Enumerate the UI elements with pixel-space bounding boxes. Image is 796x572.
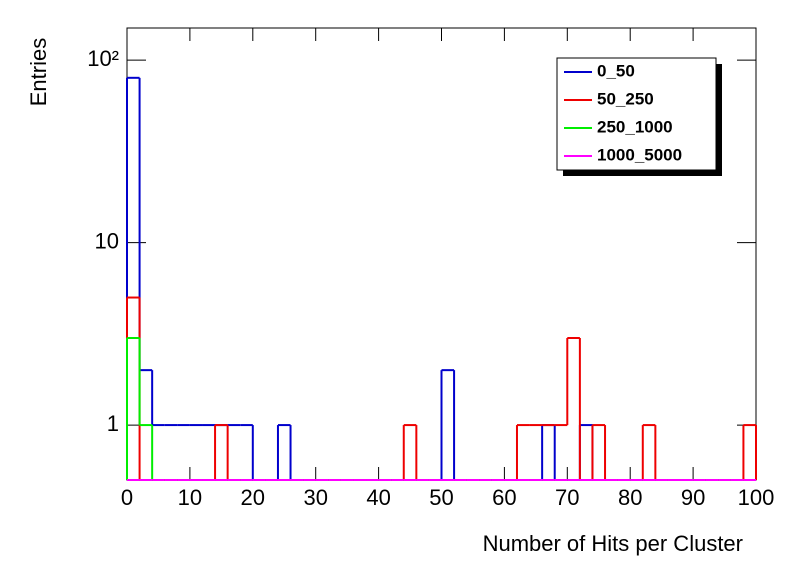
x-tick-label: 30: [303, 485, 327, 510]
legend-label: 250_1000: [597, 117, 673, 136]
legend-label: 1000_5000: [597, 145, 682, 164]
y-axis-label: Entries: [26, 38, 51, 106]
y-tick-label: 1: [107, 411, 119, 436]
x-tick-label: 70: [555, 485, 579, 510]
x-tick-label: 80: [618, 485, 642, 510]
legend: 0_50 50_250 250_1000 1000_5000: [556, 57, 722, 176]
y-tick-label: 10: [95, 228, 119, 253]
y-tick-label: 10²: [87, 46, 119, 71]
x-tick-label: 60: [492, 485, 516, 510]
legend-label: 0_50: [597, 61, 635, 80]
x-tick-label: 50: [429, 485, 453, 510]
legend-box: [556, 57, 717, 171]
x-tick-label: 100: [738, 485, 775, 510]
x-tick-label: 10: [178, 485, 202, 510]
legend-label: 50_250: [597, 89, 654, 108]
x-tick-label: 0: [121, 485, 133, 510]
x-tick-label: 90: [681, 485, 705, 510]
x-tick-label: 20: [241, 485, 265, 510]
x-tick-label: 40: [366, 485, 390, 510]
x-axis-label: Number of Hits per Cluster: [483, 531, 743, 556]
